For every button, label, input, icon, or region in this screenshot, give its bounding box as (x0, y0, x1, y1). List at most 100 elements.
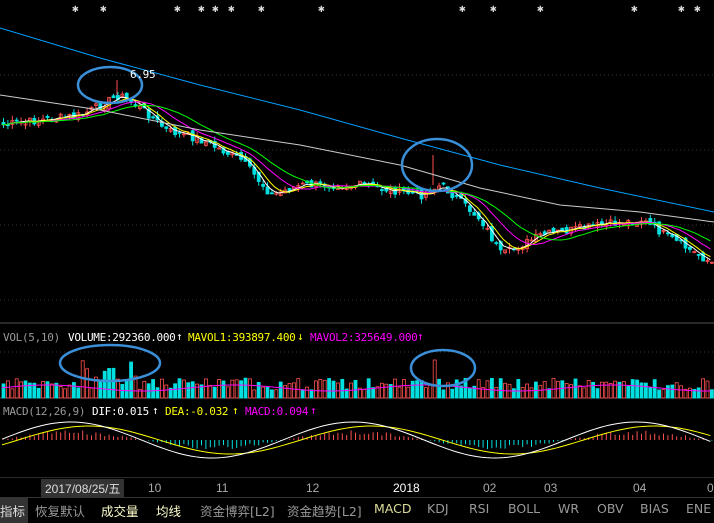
volume-bar (159, 378, 164, 399)
volume-bar (696, 387, 701, 399)
tab-volume[interactable]: 成交量 (101, 504, 139, 519)
volume-bar (635, 379, 639, 399)
date-tick: 2018 (393, 481, 420, 495)
volume-bar (76, 387, 81, 399)
candle-body (45, 115, 50, 118)
volume-bar (331, 380, 336, 399)
candle-body (560, 227, 565, 231)
volume-bar (173, 383, 178, 399)
tab-macd[interactable]: MACD (374, 501, 412, 516)
volume-bar (234, 379, 239, 399)
volume-bar (137, 388, 142, 399)
arrow-up-icon: ↑ (417, 330, 424, 343)
volume-bar (670, 384, 675, 399)
volume-bar (648, 387, 653, 399)
tab-obv[interactable]: OBV (597, 501, 624, 516)
macd-value: MACD:0.094 (245, 405, 309, 418)
volume-bar (155, 387, 160, 399)
volume-bar (45, 381, 50, 399)
volume-bar (388, 384, 393, 399)
tab-rsi[interactable]: RSI (469, 501, 490, 516)
volume-bar (313, 380, 318, 399)
volume-bar (428, 384, 433, 399)
mavol-line (1, 384, 711, 392)
candle-body (146, 108, 151, 119)
volume-bar (630, 379, 635, 399)
tab-boll[interactable]: BOLL (508, 501, 541, 516)
volume-bar (133, 375, 138, 399)
volume-bar (547, 388, 551, 399)
candle-body (221, 147, 226, 154)
volume-bar (692, 388, 697, 399)
volume-bar (591, 381, 595, 399)
indicator-tabs: 指标 恢复默认 成交量 均线 资金博弈[L2] 资金趋势[L2] MACD KD… (0, 497, 714, 523)
volume-bar (437, 378, 442, 399)
volume-bar (41, 381, 45, 399)
candle-body (111, 95, 116, 99)
dea-line (1, 425, 711, 455)
tab-fund-trend[interactable]: 资金趋势[L2] (287, 504, 362, 519)
volume-bar (375, 386, 380, 399)
volume-bar (72, 382, 76, 399)
volume-bar (278, 381, 283, 399)
candle-body (261, 184, 266, 187)
candle-body (300, 182, 305, 185)
volume-bar (98, 380, 103, 399)
volume-bar (190, 381, 195, 399)
volume-bar (54, 382, 59, 399)
moving-average-line (0, 94, 714, 223)
volume-bar (472, 385, 477, 399)
stock-chart[interactable]: ✱ ✱ ✱ ✱ ✱ ✱ ✱ ✱ ✱ ✱ ✱ ✱ ✱ ✱ (0, 0, 714, 478)
candle-body (692, 251, 697, 253)
cursor-date: 2017/08/25/五 (41, 479, 125, 498)
candle-body (516, 248, 521, 251)
tab-kdj[interactable]: KDJ (427, 501, 449, 516)
vol-mavol2: MAVOL2:325649.000 (310, 331, 418, 344)
candle-body (203, 141, 208, 146)
volume-bar (450, 388, 455, 399)
event-star-icon: ✱ (490, 2, 497, 15)
event-star-icon: ✱ (174, 2, 181, 15)
date-axis: 2017/08/25/五 10 11 12 2018 02 03 04 0 (0, 478, 714, 498)
volume-bar (401, 379, 406, 399)
candle-body (489, 225, 494, 242)
arrow-down-icon: ↓ (297, 330, 304, 343)
candle-body (164, 126, 169, 129)
candle-body (666, 232, 670, 235)
volume-bar (305, 386, 310, 399)
volume-bar (14, 378, 19, 399)
macd-dif: DIF:0.015 (92, 405, 149, 418)
event-star-icon: ✱ (212, 2, 219, 15)
tab-indicator[interactable]: 指标 (0, 498, 29, 523)
volume-bar (203, 378, 208, 399)
volume-bar (10, 388, 15, 399)
volume-bar (50, 383, 54, 399)
volume-bar (512, 388, 516, 399)
tab-reset[interactable]: 恢复默认 (35, 504, 86, 519)
volume-bar (107, 368, 111, 399)
volume-bar (6, 380, 10, 399)
volume-bar (617, 381, 622, 399)
volume-bar (19, 381, 24, 399)
candle-body (551, 227, 556, 233)
volume-bar (600, 381, 604, 399)
candle-body (441, 182, 446, 185)
tab-fund-game[interactable]: 资金博弈[L2] (200, 504, 275, 519)
volume-bar (406, 386, 411, 399)
tab-ene[interactable]: ENE (686, 501, 712, 516)
candle-body (120, 93, 125, 98)
tab-bias[interactable]: BIAS (640, 501, 669, 516)
volume-bar (582, 387, 587, 399)
arrow-up-icon: ↑ (152, 404, 159, 417)
volume-bar (556, 380, 560, 399)
candle-body (701, 252, 705, 262)
tab-wr[interactable]: WR (558, 501, 580, 516)
candle-body (296, 185, 301, 188)
volume-bar (36, 387, 41, 399)
volume-bar (85, 368, 89, 399)
date-tick: 10 (148, 481, 162, 495)
candle-body (661, 230, 666, 233)
volume-bar (225, 386, 230, 399)
tab-ma[interactable]: 均线 (156, 504, 182, 519)
event-star-icon: ✱ (258, 2, 265, 15)
